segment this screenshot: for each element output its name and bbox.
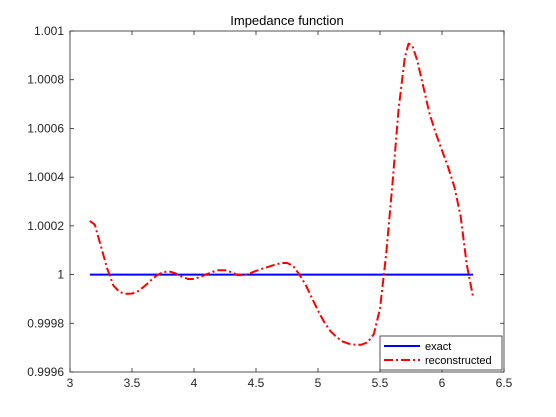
x-tick-label: 4.5: [248, 376, 265, 390]
plot-area: [70, 31, 504, 372]
y-tick-label: 1.0008: [27, 73, 64, 87]
x-tick-label: 5: [315, 376, 322, 390]
y-tick-label: 0.9996: [27, 365, 64, 379]
y-tick-label: 0.9998: [27, 316, 64, 330]
y-tick-label: 1.0006: [27, 121, 64, 135]
axes-box: [69, 30, 505, 373]
x-tick-label: 4: [191, 376, 198, 390]
y-tick-label: 1.0002: [27, 219, 64, 233]
y-tick-label: 1: [57, 268, 64, 282]
y-tick-label: 1.0004: [27, 170, 64, 184]
legend-label-exact: exact: [425, 341, 451, 353]
series-layer: [89, 42, 474, 346]
x-tick-label: 3: [67, 376, 74, 390]
y-tick-label: 1.001: [34, 24, 64, 38]
legend: exact reconstructed: [379, 335, 503, 371]
x-tick-label: 5.5: [372, 376, 389, 390]
x-tick-label: 6.5: [496, 376, 513, 390]
series-line-reconstructed: [89, 42, 474, 346]
legend-label-reconstructed: reconstructed: [425, 355, 492, 367]
x-tick-label: 6: [439, 376, 446, 390]
x-tick-label: 3.5: [124, 376, 141, 390]
chart-title: Impedance function: [230, 13, 343, 28]
legend-box: [379, 335, 503, 371]
axes-layer: 3 3.5 4 4.5 5 5.5 6 6.5 0.9996 0.9998 1 1.0002 1.000…: [27, 24, 512, 390]
